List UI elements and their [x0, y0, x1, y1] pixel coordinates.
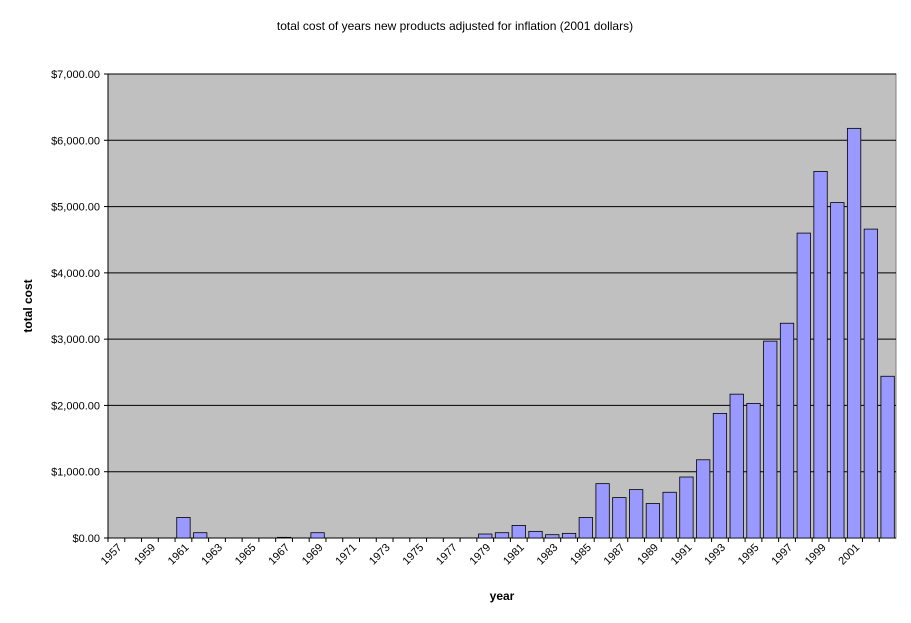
x-tick-label: 1983 — [535, 542, 561, 568]
y-tick-label: $5,000.00 — [51, 202, 100, 214]
bar — [863, 228, 878, 539]
bar — [310, 532, 325, 539]
bar — [679, 476, 694, 539]
chart-title: total cost of years new products adjuste… — [277, 19, 633, 33]
x-tick-label: 1999 — [803, 542, 829, 568]
bar — [494, 532, 510, 539]
bar — [746, 403, 761, 539]
bar — [193, 532, 208, 539]
x-tick-label: 1979 — [468, 542, 494, 568]
x-tick-label: 1997 — [769, 542, 795, 568]
y-tick-label: $1,000.00 — [51, 467, 100, 479]
x-tick-label: 1989 — [635, 542, 661, 568]
bar — [846, 127, 862, 539]
x-tick-label: 1991 — [669, 542, 695, 568]
x-tick-label: 1973 — [367, 542, 393, 568]
bar — [779, 322, 795, 539]
plot-area — [107, 73, 897, 539]
bar — [276, 536, 292, 539]
bar — [528, 530, 543, 539]
bar — [796, 232, 811, 539]
bar — [511, 525, 526, 539]
x-tick-label: 1971 — [333, 542, 359, 568]
bar — [478, 533, 493, 539]
bar — [545, 534, 560, 539]
bar — [712, 412, 728, 539]
x-tick-label: 1975 — [400, 542, 426, 568]
bar — [645, 503, 661, 539]
x-tick-label: 1981 — [501, 542, 527, 568]
bar — [662, 491, 677, 539]
y-tick-label: $3,000.00 — [51, 334, 100, 346]
x-tick-label: 1961 — [166, 542, 192, 568]
x-tick-label: 1987 — [602, 542, 628, 568]
bar — [813, 171, 828, 539]
x-tick-label: 1965 — [233, 542, 259, 568]
bar — [629, 489, 644, 539]
x-tick-label: 1993 — [702, 542, 728, 568]
x-tick-label: 1963 — [199, 542, 225, 568]
x-tick-label: 1957 — [99, 542, 125, 568]
bar — [729, 393, 744, 539]
y-tick-label: $4,000.00 — [51, 268, 100, 280]
y-tick-label: $2,000.00 — [51, 400, 100, 412]
y-tick-label: $6,000.00 — [51, 135, 100, 147]
y-axis-label: total cost — [21, 279, 35, 332]
bar — [595, 483, 610, 539]
bar — [880, 375, 895, 539]
y-tick-label: $0.00 — [72, 533, 100, 545]
bar — [612, 497, 627, 539]
bar — [578, 517, 593, 539]
x-axis-label: year — [490, 589, 515, 603]
x-tick-label: 1969 — [300, 542, 326, 568]
bar — [561, 532, 577, 539]
bar — [176, 517, 191, 539]
x-tick-label: 2001 — [836, 542, 862, 568]
bar — [763, 340, 778, 539]
y-tick-label: $7,000.00 — [51, 69, 100, 81]
x-tick-label: 1959 — [132, 542, 158, 568]
x-tick-label: 1985 — [568, 542, 594, 568]
bar — [830, 202, 845, 539]
x-tick-label: 1967 — [266, 542, 292, 568]
x-tick-label: 1995 — [736, 542, 762, 568]
x-tick-label: 1977 — [434, 542, 460, 568]
bar — [696, 459, 711, 539]
